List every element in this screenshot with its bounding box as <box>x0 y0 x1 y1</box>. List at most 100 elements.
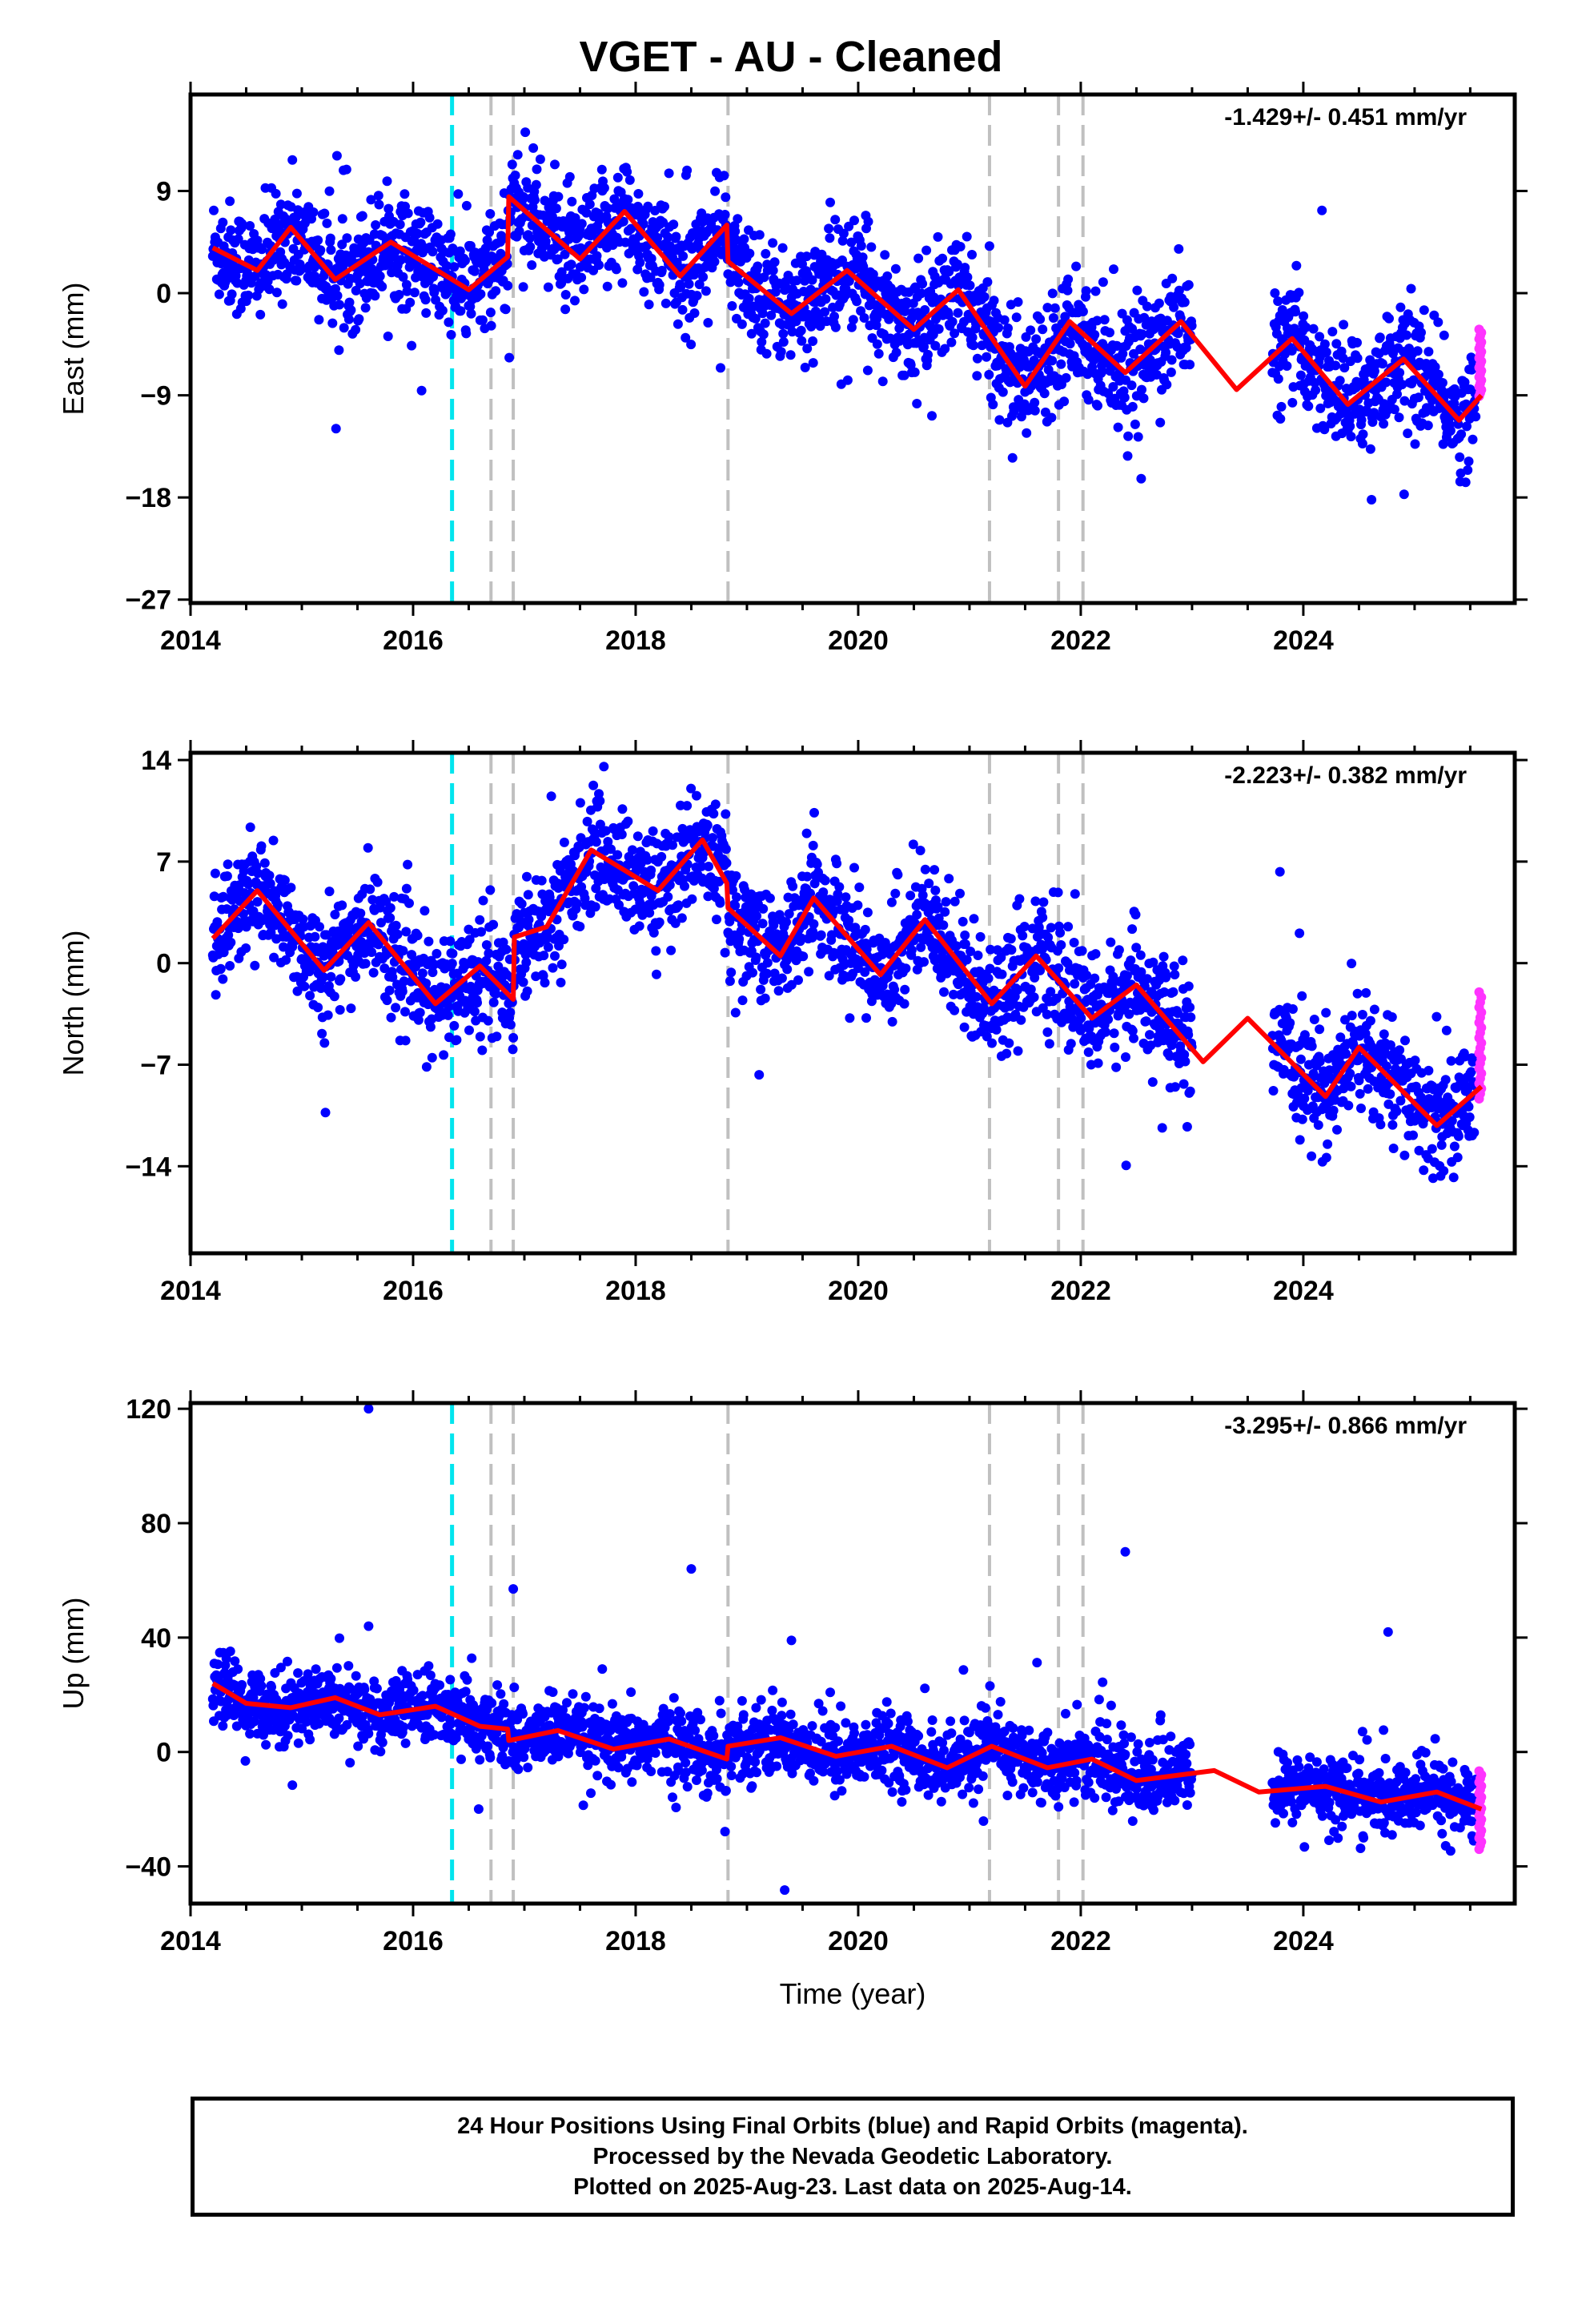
final-orbit-point <box>1078 307 1088 316</box>
final-orbit-point <box>485 209 496 219</box>
final-orbit-point <box>567 196 577 207</box>
final-orbit-point <box>475 915 485 925</box>
final-orbit-point <box>1343 1100 1354 1111</box>
final-orbit-point <box>663 891 673 902</box>
final-orbit-point <box>886 897 897 907</box>
final-orbit-point <box>320 1108 331 1118</box>
final-orbit-point <box>951 941 962 951</box>
final-orbit-point <box>1399 1150 1410 1160</box>
final-orbit-point <box>692 790 701 801</box>
final-orbit-point <box>623 195 633 205</box>
final-orbit-point <box>948 989 958 999</box>
final-orbit-point <box>1460 477 1471 488</box>
final-orbit-point <box>1464 456 1474 467</box>
final-orbit-point <box>335 300 344 310</box>
final-orbit-point <box>385 903 396 913</box>
final-orbit-point <box>697 707 706 717</box>
final-orbit-point <box>424 212 435 223</box>
final-orbit-point <box>698 271 709 282</box>
final-orbit-point <box>952 259 962 269</box>
final-orbit-point <box>924 879 934 889</box>
final-orbit-point <box>891 348 901 358</box>
final-orbit-point <box>973 951 983 960</box>
final-orbit-point <box>808 358 818 368</box>
y-tick-label: 0 <box>156 949 171 979</box>
final-orbit-point <box>1395 302 1406 312</box>
final-orbit-point <box>921 245 932 255</box>
final-orbit-point <box>1301 322 1311 332</box>
final-orbit-point <box>1346 1081 1356 1092</box>
final-orbit-point <box>996 952 1006 963</box>
final-orbit-point <box>1185 360 1195 370</box>
final-orbit-point <box>721 858 732 868</box>
final-orbit-point <box>1121 1160 1131 1171</box>
plot-area <box>207 1403 1487 1904</box>
final-orbit-point <box>1273 374 1283 384</box>
final-orbit-point <box>837 235 848 246</box>
final-orbit-point <box>889 984 900 995</box>
x-tick-label: 2018 <box>605 625 666 656</box>
final-orbit-point <box>527 260 537 270</box>
final-orbit-point <box>464 935 475 945</box>
final-orbit-point <box>400 1007 410 1017</box>
final-orbit-point <box>314 315 324 325</box>
final-orbit-point <box>1022 428 1032 438</box>
final-orbit-point <box>617 804 628 814</box>
x-tick-label: 2018 <box>605 1276 666 1306</box>
final-orbit-point <box>218 891 228 902</box>
final-orbit-point <box>400 189 410 199</box>
final-orbit-point <box>1295 1054 1306 1064</box>
final-orbit-point <box>543 282 553 292</box>
final-orbit-point <box>298 914 308 924</box>
final-orbit-point <box>1186 1012 1196 1023</box>
final-orbit-point <box>1183 279 1194 290</box>
final-orbit-point <box>460 255 470 266</box>
final-orbit-point <box>745 248 755 259</box>
final-orbit-point <box>305 991 315 1001</box>
final-orbit-point <box>386 1012 396 1023</box>
final-orbit-point <box>291 188 302 199</box>
final-orbit-point <box>766 310 777 320</box>
final-orbit-point <box>960 930 970 940</box>
final-orbit-point <box>1412 346 1423 356</box>
final-orbit-point <box>818 887 829 898</box>
final-orbit-point <box>838 228 849 239</box>
final-orbit-point <box>1082 369 1093 380</box>
final-orbit-point <box>346 1003 356 1014</box>
final-orbit-point <box>953 308 963 318</box>
final-orbit-point <box>947 316 958 327</box>
final-orbit-point <box>938 920 949 931</box>
final-orbit-point <box>777 973 787 983</box>
final-orbit-point <box>523 890 533 900</box>
final-orbit-point <box>1081 286 1091 296</box>
final-orbit-point <box>1048 313 1058 323</box>
final-orbit-point <box>1297 991 1307 1001</box>
final-orbit-point <box>1430 362 1440 372</box>
final-orbit-point <box>1395 1045 1405 1055</box>
final-orbit-point <box>308 207 319 217</box>
final-orbit-point <box>1007 452 1018 463</box>
final-orbit-point <box>1121 1052 1130 1062</box>
x-tick-label: 2020 <box>828 1276 889 1306</box>
final-orbit-point <box>510 171 520 180</box>
final-orbit-point <box>1268 1086 1279 1096</box>
final-orbit-point <box>777 243 788 253</box>
final-orbit-point <box>1323 1139 1333 1149</box>
final-orbit-point <box>919 341 929 352</box>
final-orbit-point <box>1042 303 1053 313</box>
final-orbit-point <box>1466 1067 1476 1077</box>
final-orbit-point <box>1445 425 1456 436</box>
final-orbit-point <box>1338 353 1348 364</box>
final-orbit-point <box>218 974 228 984</box>
final-orbit-point <box>809 807 819 818</box>
final-orbit-point <box>611 264 621 275</box>
final-orbit-point <box>689 308 700 318</box>
final-orbit-point <box>997 969 1007 979</box>
final-orbit-point <box>1428 1173 1438 1184</box>
final-orbit-point <box>1423 420 1433 431</box>
final-orbit-point <box>1331 360 1341 371</box>
final-orbit-point <box>292 986 303 996</box>
final-orbit-point <box>313 1003 323 1012</box>
final-orbit-point <box>1399 396 1410 406</box>
final-orbit-point <box>384 259 395 269</box>
